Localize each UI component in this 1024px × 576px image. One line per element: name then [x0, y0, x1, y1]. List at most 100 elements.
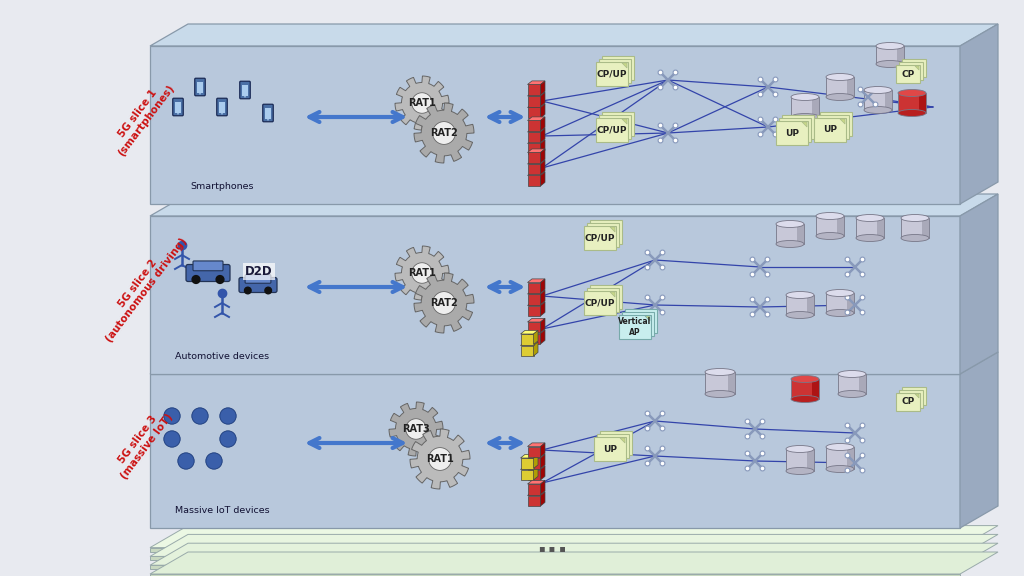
Text: RAT2: RAT2 — [430, 128, 458, 138]
Text: D2D: D2D — [245, 265, 272, 278]
Circle shape — [216, 275, 224, 283]
Ellipse shape — [776, 221, 804, 228]
FancyBboxPatch shape — [195, 78, 205, 96]
FancyBboxPatch shape — [776, 224, 804, 244]
Polygon shape — [541, 466, 545, 480]
Text: 5G slice 2
(autonomous driving): 5G slice 2 (autonomous driving) — [95, 230, 189, 344]
Ellipse shape — [791, 396, 819, 403]
Circle shape — [845, 310, 850, 315]
FancyBboxPatch shape — [527, 322, 541, 332]
Circle shape — [760, 434, 765, 439]
FancyBboxPatch shape — [847, 77, 854, 97]
Polygon shape — [645, 316, 650, 321]
FancyBboxPatch shape — [817, 115, 849, 139]
Polygon shape — [541, 92, 545, 107]
Circle shape — [245, 287, 251, 294]
Circle shape — [751, 257, 755, 262]
Circle shape — [845, 257, 850, 262]
Circle shape — [645, 446, 650, 451]
Ellipse shape — [786, 445, 814, 453]
Polygon shape — [520, 331, 538, 334]
Circle shape — [765, 257, 770, 262]
FancyBboxPatch shape — [240, 81, 250, 98]
Ellipse shape — [826, 465, 854, 472]
Circle shape — [845, 295, 850, 300]
FancyBboxPatch shape — [245, 275, 271, 283]
Circle shape — [860, 453, 865, 458]
Text: UP: UP — [823, 126, 837, 135]
Ellipse shape — [705, 391, 735, 397]
FancyBboxPatch shape — [826, 77, 854, 97]
Polygon shape — [520, 466, 538, 469]
Polygon shape — [610, 227, 615, 232]
Circle shape — [765, 272, 770, 277]
Polygon shape — [527, 279, 545, 282]
Text: CP/UP: CP/UP — [597, 126, 628, 135]
Ellipse shape — [838, 391, 866, 397]
FancyBboxPatch shape — [527, 495, 541, 506]
Polygon shape — [541, 140, 545, 154]
FancyBboxPatch shape — [520, 469, 534, 480]
Polygon shape — [541, 480, 545, 495]
Polygon shape — [520, 454, 538, 458]
FancyBboxPatch shape — [797, 224, 804, 244]
Circle shape — [673, 85, 678, 90]
FancyBboxPatch shape — [173, 98, 183, 116]
FancyBboxPatch shape — [219, 103, 225, 113]
Polygon shape — [414, 273, 474, 333]
FancyBboxPatch shape — [596, 62, 628, 86]
Polygon shape — [527, 454, 545, 458]
Polygon shape — [541, 172, 545, 186]
Polygon shape — [520, 342, 538, 346]
Polygon shape — [527, 160, 545, 164]
Ellipse shape — [705, 369, 735, 376]
Circle shape — [845, 438, 850, 443]
Circle shape — [164, 431, 180, 447]
Polygon shape — [534, 342, 538, 356]
FancyBboxPatch shape — [527, 164, 541, 175]
Ellipse shape — [876, 43, 904, 50]
Polygon shape — [527, 104, 545, 108]
Polygon shape — [541, 81, 545, 95]
Polygon shape — [915, 66, 919, 70]
FancyBboxPatch shape — [779, 118, 811, 142]
Ellipse shape — [791, 113, 819, 120]
Circle shape — [178, 453, 195, 469]
Circle shape — [660, 411, 665, 416]
Ellipse shape — [901, 214, 929, 222]
Circle shape — [193, 275, 200, 283]
Circle shape — [660, 265, 665, 270]
Polygon shape — [150, 552, 998, 574]
Circle shape — [267, 119, 268, 120]
Circle shape — [200, 93, 201, 94]
Polygon shape — [527, 128, 545, 132]
FancyBboxPatch shape — [239, 278, 278, 293]
Polygon shape — [150, 565, 961, 569]
Polygon shape — [534, 454, 538, 468]
FancyBboxPatch shape — [197, 82, 203, 93]
Text: RAT1: RAT1 — [409, 98, 436, 108]
FancyBboxPatch shape — [263, 104, 273, 122]
FancyBboxPatch shape — [859, 374, 866, 394]
FancyBboxPatch shape — [600, 431, 632, 455]
FancyBboxPatch shape — [527, 132, 541, 142]
Circle shape — [660, 250, 665, 255]
FancyBboxPatch shape — [599, 115, 631, 139]
Polygon shape — [541, 149, 545, 163]
Circle shape — [645, 426, 650, 431]
Polygon shape — [150, 194, 998, 216]
FancyBboxPatch shape — [847, 293, 854, 313]
Circle shape — [432, 291, 456, 314]
Circle shape — [432, 122, 456, 145]
FancyBboxPatch shape — [193, 261, 223, 271]
Circle shape — [658, 138, 663, 143]
Ellipse shape — [791, 376, 819, 382]
Polygon shape — [527, 149, 545, 153]
Ellipse shape — [856, 214, 884, 222]
Text: CP/UP: CP/UP — [597, 70, 628, 78]
Polygon shape — [541, 319, 545, 332]
Circle shape — [760, 466, 765, 471]
Polygon shape — [541, 302, 545, 316]
FancyBboxPatch shape — [599, 59, 631, 83]
Circle shape — [645, 461, 650, 466]
